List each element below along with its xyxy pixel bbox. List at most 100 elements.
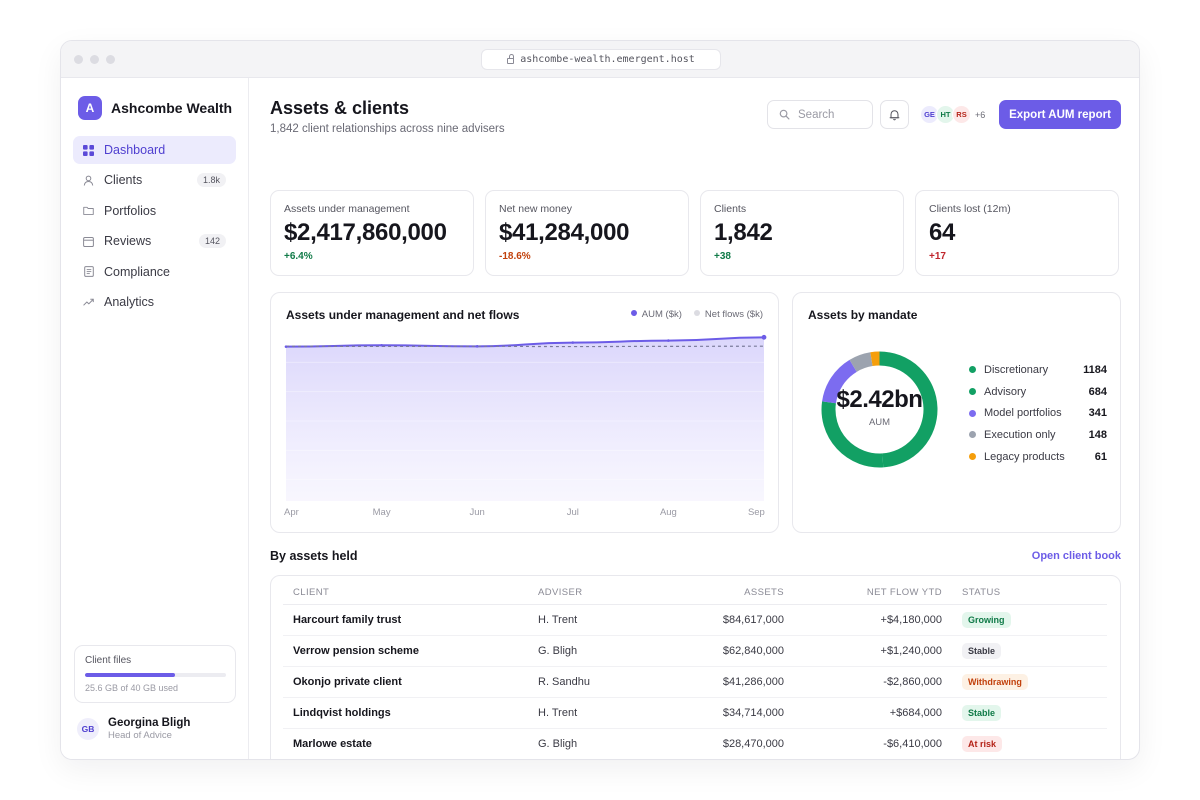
table-row[interactable]: Marlowe estate G. Bligh $28,470,000 -$6,410… (283, 728, 1107, 759)
column-header-client[interactable]: CLIENT (283, 582, 528, 605)
window-controls (74, 55, 115, 64)
net-flow-cell: +$1,240,000 (794, 635, 952, 667)
table-row[interactable]: Lindqvist holdings H. Trent $34,714,000 +$6… (283, 697, 1107, 729)
sidebar-item-reviews[interactable]: Reviews 142 (73, 227, 236, 255)
column-header-assets[interactable]: ASSETS (668, 582, 794, 605)
sidebar: A Ashcombe Wealth Dashboard Clients 1.8k Po… (61, 78, 249, 759)
kpi-card-net-new-money[interactable]: Net new money $41,284,000 -18.6% (485, 190, 689, 276)
mandate-legend: Discretionary 1184 Advisory 684 Model portfo… (969, 359, 1107, 467)
export-aum-report-button[interactable]: Export AUM report (999, 100, 1121, 129)
team-avatars[interactable]: GE HT RS +6 (920, 105, 985, 124)
address-bar[interactable]: ashcombe-wealth.emergent.host (481, 49, 721, 70)
mandate-count: 1184 (1083, 363, 1107, 376)
client-files-card[interactable]: Client files 25.6 GB of 40 GB used (74, 645, 236, 703)
aum-data-point[interactable] (475, 345, 479, 348)
table-row[interactable]: Harcourt family trust H. Trent $84,617,000… (283, 604, 1107, 636)
mandate-item-advisory[interactable]: Advisory 684 (969, 381, 1107, 403)
close-window-dot[interactable] (74, 55, 83, 64)
browser-titlebar: ashcombe-wealth.emergent.host (61, 41, 1139, 78)
donut-slice-model-portfolios[interactable] (822, 359, 858, 404)
legend-item-aum[interactable]: AUM ($k) (630, 309, 682, 320)
avatar: GB (77, 718, 99, 740)
client-name-cell[interactable]: Verrow pension scheme (283, 635, 528, 667)
assets-cell: $34,714,000 (668, 697, 794, 729)
client-files-title: Client files (85, 655, 132, 666)
client-name-cell[interactable]: Harcourt family trust (283, 604, 528, 636)
clients-table-card: CLIENT ADVISER ASSETS NET FLOW YTD STATU… (270, 575, 1121, 759)
sidebar-item-compliance[interactable]: Compliance (73, 258, 236, 286)
notifications-button[interactable] (880, 100, 909, 129)
legend-item-net-flows[interactable]: Net flows ($k) (693, 309, 763, 320)
donut-slice-execution-only[interactable] (849, 352, 873, 372)
kpi-label: Clients lost (12m) (929, 203, 1011, 215)
sidebar-item-dashboard[interactable]: Dashboard (73, 136, 236, 164)
client-name-cell[interactable]: Okonjo private client (283, 666, 528, 698)
table-section-title: By assets held (270, 549, 358, 563)
mandate-label: Execution only (984, 428, 1056, 441)
chart-legend: AUM ($k) Net flows ($k) (630, 309, 763, 320)
brand-logo: A (78, 96, 102, 120)
legend-label-net-flows: Net flows ($k) (704, 309, 763, 320)
avatar[interactable]: RS (952, 105, 971, 124)
donut-slice-discretionary[interactable] (879, 351, 938, 468)
folder-icon (83, 205, 94, 216)
brand[interactable]: A Ashcombe Wealth (78, 96, 232, 120)
table-row[interactable]: Okonjo private client R. Sandhu $41,286,00… (283, 666, 1107, 698)
mandate-chart-card: Assets by mandate $2.42bn AUM Discretion… (792, 292, 1121, 533)
sidebar-item-portfolios[interactable]: Portfolios (73, 197, 236, 225)
adviser-cell: G. Bligh (538, 737, 578, 750)
aum-data-point[interactable] (380, 344, 383, 347)
mandate-count: 61 (1094, 450, 1107, 463)
status-cell: Withdrawing (952, 666, 1107, 698)
mandate-item-execution-only[interactable]: Execution only 148 (969, 424, 1107, 446)
kpi-label: Net new money (499, 203, 572, 215)
x-tick-label: Apr (284, 507, 299, 518)
mandate-item-model-portfolios[interactable]: Model portfolios 341 (969, 402, 1107, 424)
sidebar-item-clients[interactable]: Clients 1.8k (73, 166, 236, 194)
table-header-row: CLIENT ADVISER ASSETS NET FLOW YTD STATU… (283, 582, 1107, 605)
net-flow-cell: -$2,860,000 (794, 666, 952, 698)
column-header-status[interactable]: STATUS (952, 582, 1107, 605)
storage-used-text: 25.6 GB of 40 GB used (85, 683, 179, 693)
kpi-card-assets-under-management[interactable]: Assets under management $2,417,860,000 +6.… (270, 190, 474, 276)
grid-icon (83, 144, 94, 156)
more-avatars-count[interactable]: +6 (975, 109, 986, 120)
mandate-label: Advisory (984, 385, 1027, 398)
mandate-count: 148 (1088, 428, 1107, 441)
aum-data-point[interactable] (284, 345, 288, 348)
maximize-window-dot[interactable] (106, 55, 115, 64)
donut-center: $2.42bn AUM (821, 351, 938, 468)
mandate-item-discretionary[interactable]: Discretionary 1184 (969, 359, 1107, 381)
aum-data-point[interactable] (667, 339, 670, 342)
kpi-value: $2,417,860,000 (284, 219, 447, 246)
calendar-icon (83, 236, 94, 247)
page-title: Assets & clients (270, 98, 410, 118)
legend-dot (969, 431, 976, 439)
x-tick-label: Jun (469, 507, 485, 518)
aum-data-point[interactable] (571, 341, 575, 344)
mandate-item-legacy-products[interactable]: Legacy products 61 (969, 446, 1107, 468)
column-header-adviser[interactable]: ADVISER (528, 582, 668, 605)
client-name-cell[interactable]: Lindqvist holdings (283, 697, 528, 729)
sidebar-item-label: Compliance (104, 264, 171, 279)
sidebar-item-analytics[interactable]: Analytics (73, 288, 236, 316)
sidebar-item-label: Analytics (104, 294, 155, 309)
x-tick-label: May (372, 507, 391, 518)
kpi-card-clients-lost-12m[interactable]: Clients lost (12m) 64 +17 (915, 190, 1119, 276)
legend-label-aum: AUM ($k) (641, 309, 682, 320)
donut-slice-legacy-products[interactable] (870, 351, 880, 367)
browser-window: ashcombe-wealth.emergent.host A Ashcombe… (60, 40, 1140, 760)
search-placeholder: Search (798, 108, 835, 121)
search-input[interactable]: Search (767, 100, 873, 129)
open-client-book-link[interactable]: Open client book (1031, 550, 1121, 562)
aum-latest-point[interactable] (761, 334, 767, 340)
x-tick-label: Sep (747, 507, 765, 518)
donut-slice-advisory[interactable] (821, 401, 884, 468)
minimize-window-dot[interactable] (90, 55, 99, 64)
address-text: ashcombe-wealth.emergent.host (520, 54, 695, 65)
column-header-net-flow[interactable]: NET FLOW YTD (794, 582, 952, 605)
user-profile[interactable]: GB Georgina Bligh Head of Advice (77, 717, 190, 741)
client-name-cell[interactable]: Marlowe estate (293, 737, 372, 750)
kpi-card-clients[interactable]: Clients 1,842 +38 (700, 190, 904, 276)
table-row[interactable]: Verrow pension scheme G. Bligh $62,840,000… (283, 635, 1107, 667)
